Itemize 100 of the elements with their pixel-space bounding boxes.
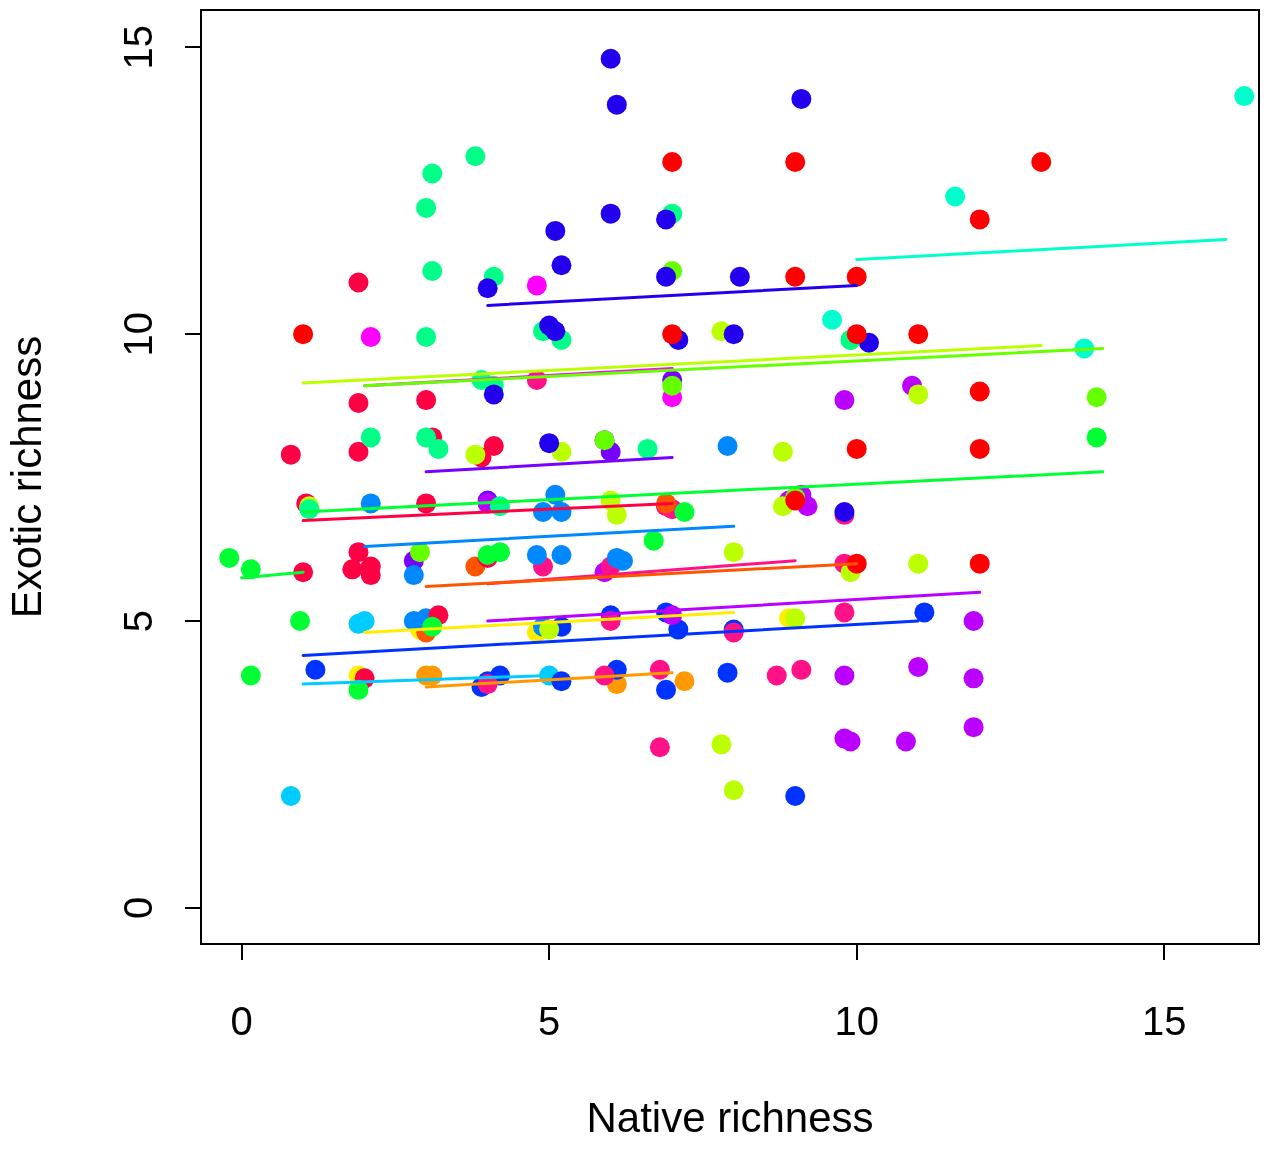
point	[354, 611, 375, 631]
point	[963, 717, 984, 738]
point	[834, 390, 855, 411]
point	[409, 542, 430, 563]
point	[1086, 427, 1107, 448]
point	[969, 209, 990, 230]
point	[416, 327, 437, 348]
point	[1086, 387, 1107, 408]
point	[717, 662, 738, 683]
point	[649, 737, 670, 758]
x-tick-label: 0	[230, 999, 253, 1044]
point	[914, 602, 935, 623]
point	[422, 261, 443, 282]
point	[908, 324, 929, 345]
point	[465, 444, 486, 465]
point	[969, 438, 990, 459]
point	[342, 559, 363, 580]
point	[723, 780, 744, 801]
y-tick-label: 15	[116, 25, 161, 70]
point	[766, 665, 787, 686]
point	[422, 163, 443, 184]
point	[551, 255, 572, 276]
y-tick-label: 0	[116, 896, 161, 919]
point	[293, 324, 314, 345]
point	[656, 679, 677, 700]
point	[895, 731, 916, 752]
point	[600, 203, 621, 224]
point	[662, 152, 683, 173]
point	[606, 94, 627, 115]
y-tick-label: 5	[116, 609, 161, 633]
x-tick-label: 15	[1142, 999, 1187, 1044]
point	[600, 48, 621, 69]
point	[723, 324, 744, 345]
point	[969, 381, 990, 402]
point	[785, 608, 806, 629]
point	[945, 186, 966, 207]
point	[711, 734, 732, 755]
y-axis-title: Exotic richness	[2, 335, 50, 619]
x-axis-title: Native richness	[586, 1094, 874, 1142]
point	[483, 436, 504, 457]
point	[539, 433, 560, 454]
point	[606, 504, 627, 525]
x-tick-label: 5	[538, 999, 561, 1044]
point	[416, 197, 437, 218]
point	[526, 545, 547, 566]
point	[360, 327, 381, 348]
point	[348, 441, 369, 462]
point	[834, 602, 855, 623]
point	[846, 438, 867, 459]
point	[908, 656, 929, 677]
point	[477, 278, 498, 299]
point	[305, 659, 326, 680]
point	[428, 438, 449, 459]
point	[785, 152, 806, 173]
point	[348, 542, 369, 563]
point	[723, 542, 744, 563]
point	[846, 324, 867, 345]
point	[969, 553, 990, 574]
point	[637, 438, 658, 459]
point	[416, 390, 437, 411]
point	[348, 392, 369, 413]
point	[772, 441, 793, 462]
point	[656, 266, 677, 287]
point	[717, 436, 738, 457]
point	[791, 88, 812, 109]
point	[551, 545, 572, 566]
point	[219, 547, 240, 568]
point	[674, 671, 695, 692]
point	[846, 266, 867, 287]
point	[729, 266, 750, 287]
point	[674, 502, 695, 522]
point	[348, 272, 369, 293]
point	[483, 384, 504, 405]
point	[656, 209, 677, 230]
point	[290, 611, 311, 631]
point	[908, 384, 929, 405]
point	[643, 530, 664, 551]
point	[834, 665, 855, 686]
point	[822, 309, 843, 330]
point	[612, 550, 633, 571]
point	[403, 565, 424, 586]
point	[240, 665, 261, 686]
point	[785, 785, 806, 806]
point	[963, 611, 984, 631]
point	[280, 444, 301, 465]
point	[840, 731, 861, 752]
point	[1234, 86, 1255, 107]
point	[1031, 152, 1052, 173]
point	[465, 146, 486, 167]
y-tick-label: 10	[116, 311, 161, 357]
point	[908, 553, 929, 574]
point	[662, 324, 683, 345]
point	[963, 668, 984, 689]
point	[545, 220, 566, 241]
point	[545, 321, 566, 342]
point	[791, 659, 812, 680]
point	[662, 375, 683, 396]
point	[280, 785, 301, 806]
x-tick-label: 10	[834, 999, 879, 1044]
point	[785, 266, 806, 287]
